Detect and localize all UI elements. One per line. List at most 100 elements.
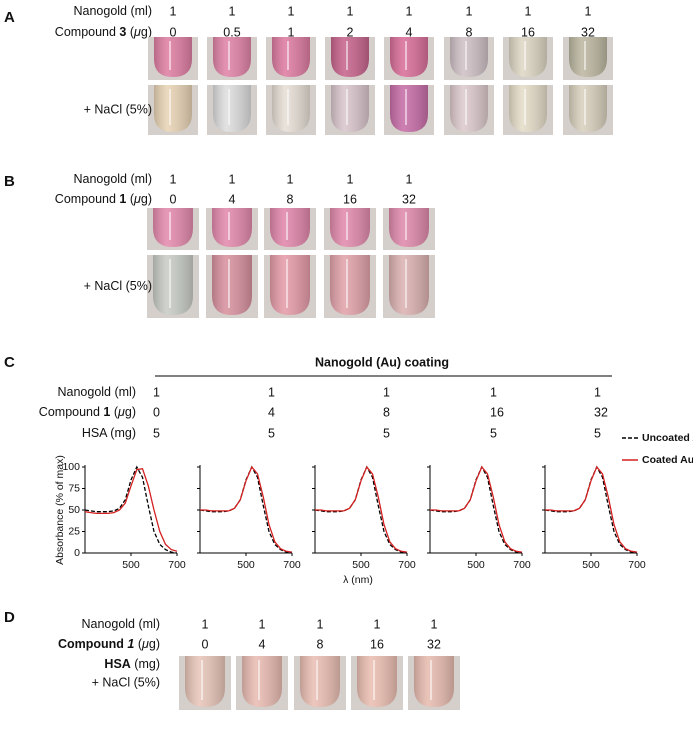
tube-shade [270, 255, 310, 315]
row-value: 4 [259, 637, 266, 651]
y-tick-label: 0 [74, 547, 80, 559]
salt-label: + NaCl (5%) [84, 102, 152, 116]
row-label: HSA (mg) [104, 657, 160, 671]
row-value: 4 [406, 25, 413, 39]
tube-photo [324, 255, 376, 318]
row-value: 5 [383, 426, 390, 440]
x-tick-label: 700 [168, 559, 186, 571]
tube-shade [414, 656, 454, 707]
tube-shade [357, 656, 397, 707]
tube-shade [330, 208, 370, 247]
tube-shade [389, 208, 429, 247]
label-part: g) [141, 25, 152, 39]
tube-shade [185, 656, 225, 707]
row-value: 1 [229, 4, 236, 18]
row-value: 8 [317, 637, 324, 651]
label-part: μ [133, 25, 141, 39]
salt-label: + NaCl (5%) [84, 279, 152, 293]
row-label: Nanogold (ml) [81, 617, 160, 631]
tube-shade [242, 656, 282, 707]
tube-shade [272, 37, 310, 77]
tube-photo [503, 85, 553, 135]
tube-shade [330, 255, 370, 315]
row-value: 1 [229, 172, 236, 186]
label-part: g) [149, 637, 160, 651]
label-part: ( [126, 25, 134, 39]
y-tick-label: 100 [62, 461, 80, 473]
salt-label: + NaCl (5%) [92, 675, 160, 689]
label-part: 3 [119, 25, 126, 39]
tube-photo [324, 208, 376, 250]
row-value: 4 [229, 192, 236, 206]
row-label: Compound 1 (μg) [39, 405, 136, 419]
label-part: 1 [127, 637, 134, 651]
panel-letter: D [4, 609, 15, 626]
row-value: 0 [170, 25, 177, 39]
tube-shade [331, 85, 369, 132]
row-label: Nanogold (ml) [73, 4, 152, 18]
row-value: 1 [202, 617, 209, 631]
tube-photo [408, 656, 460, 710]
tube-photo [383, 255, 435, 318]
tube-shade [569, 37, 607, 77]
row-value: 5 [268, 426, 275, 440]
tube-photo [206, 255, 258, 318]
x-axis-label: λ (nm) [343, 574, 373, 586]
label-part: Compound [55, 25, 120, 39]
row-label: Nanogold (ml) [73, 172, 152, 186]
x-tick-label: 500 [352, 559, 370, 571]
row-value: 8 [466, 25, 473, 39]
row-value: 8 [383, 405, 390, 419]
tube-photo [207, 37, 257, 80]
tube-shade [509, 37, 547, 77]
row-label: Compound 1 (μg) [55, 192, 152, 206]
tube-shade [270, 208, 310, 247]
spectrum-chart: 500 700 [427, 465, 531, 571]
row-value: 16 [343, 192, 357, 206]
tube-photo [563, 85, 613, 135]
row-value: 4 [268, 405, 275, 419]
panel-letter: A [4, 9, 15, 26]
label-part: HSA [104, 657, 130, 671]
label-part: Compound [39, 405, 104, 419]
x-tick-label: 700 [628, 559, 646, 571]
tube-shade [153, 208, 193, 247]
tube-shade [390, 85, 428, 132]
row-value: 0.5 [223, 25, 240, 39]
label-part: Compound [55, 192, 120, 206]
label-part: HSA (mg) [82, 426, 136, 440]
tube-shade [212, 208, 252, 247]
tube-shade [154, 37, 192, 77]
panel-letter: C [4, 354, 15, 371]
x-tick-label: 500 [237, 559, 255, 571]
row-value: 32 [402, 192, 416, 206]
tube-photo [384, 37, 434, 80]
row-value: 1 [170, 4, 177, 18]
label-part: Nanogold (ml) [73, 172, 152, 186]
spectrum-chart: 500 700 [197, 465, 301, 571]
row-label: Compound 3 (μg) [55, 25, 152, 39]
row-value: 1 [490, 385, 497, 399]
tube-shade [213, 37, 251, 77]
y-tick-label: 50 [68, 504, 80, 516]
tube-photo [266, 37, 316, 80]
tube-photo [179, 656, 231, 710]
row-label: HSA (mg) [82, 426, 136, 440]
panel-letter: B [4, 173, 15, 190]
row-value: 1 [383, 385, 390, 399]
section-header: Nanogold (Au) coating [315, 355, 449, 369]
tube-photo [563, 37, 613, 80]
tube-shade [569, 85, 607, 132]
tube-shade [509, 85, 547, 132]
label-part: (mg) [131, 657, 160, 671]
row-value: 1 [594, 385, 601, 399]
tube-photo [148, 85, 198, 135]
x-tick-label: 700 [513, 559, 531, 571]
row-label: Compound 1 (μg) [58, 637, 160, 651]
tube-photo [383, 208, 435, 250]
label-part: Nanogold (ml) [57, 385, 136, 399]
tube-photo [207, 85, 257, 135]
label-part: μ [133, 192, 141, 206]
tube-shade [390, 37, 428, 77]
